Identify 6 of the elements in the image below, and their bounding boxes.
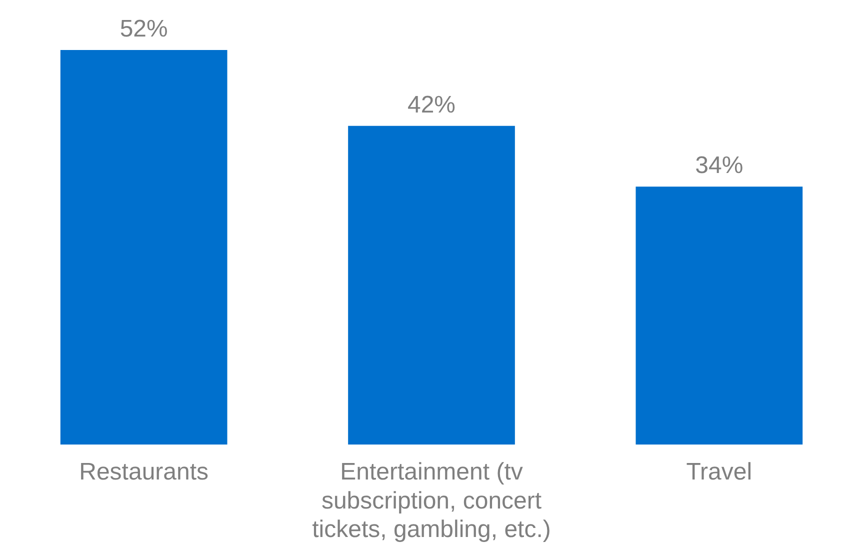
data-label: 34%: [695, 152, 744, 180]
data-label: 42%: [407, 92, 456, 119]
x-tick-label: Travel: [686, 458, 752, 486]
data-label: 52%: [120, 16, 168, 43]
x-tick-label: Restaurants: [79, 458, 209, 486]
x-tick-label: Entertainment (tv subscription, concert tickets, gambling, etc.): [312, 458, 551, 544]
